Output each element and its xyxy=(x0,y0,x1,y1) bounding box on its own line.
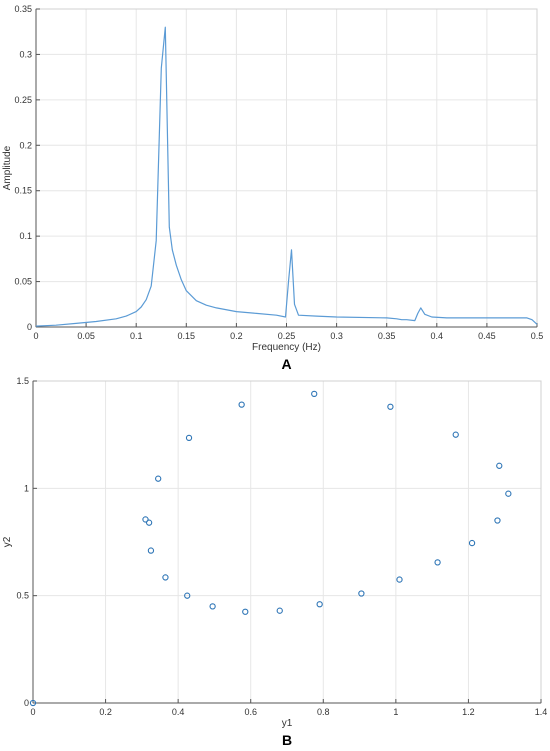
x-tick-label: 0.8 xyxy=(317,707,330,717)
x-tick-label: 1 xyxy=(393,707,398,717)
scatter-point xyxy=(452,431,459,438)
y-tick-label: 0.15 xyxy=(14,186,32,196)
y-axis-label: Amplitude xyxy=(2,145,13,190)
y-tick-label: 0.1 xyxy=(19,231,32,241)
x-tick-label: 0 xyxy=(33,331,38,341)
plot-area-border xyxy=(32,380,542,704)
panel-label: B xyxy=(282,732,292,748)
x-tick-label: 0.25 xyxy=(278,331,296,341)
scatter-point xyxy=(276,607,283,614)
y-tick-label: 1.5 xyxy=(16,376,29,386)
scatter-point xyxy=(358,590,365,597)
y-tick-label: 0.25 xyxy=(14,95,32,105)
x-tick-label: 0 xyxy=(30,707,35,717)
scatter-point xyxy=(185,434,193,442)
y-tick-label: 0 xyxy=(24,698,29,708)
x-tick-label: 0.2 xyxy=(230,331,243,341)
x-tick-label: 0.4 xyxy=(431,331,444,341)
scatter-point xyxy=(396,576,403,583)
x-tick-label: 0.15 xyxy=(178,331,196,341)
scatter-point xyxy=(29,699,37,707)
scatter-point xyxy=(238,401,245,408)
x-tick-label: 0.2 xyxy=(99,707,112,717)
y-tick-label: 0 xyxy=(27,322,32,332)
y-tick-label: 1 xyxy=(24,483,29,493)
y-tick-label: 0.5 xyxy=(16,591,29,601)
x-tick-label: 0.3 xyxy=(330,331,343,341)
x-tick-label: 0.45 xyxy=(478,331,496,341)
scatter-point xyxy=(494,517,501,524)
x-tick-label: 0.05 xyxy=(77,331,95,341)
scatter-point xyxy=(311,390,318,398)
x-axis-label: Frequency (Hz) xyxy=(252,342,321,353)
chart-b: 0 0.2 0.4 0.6 0.8 1 1.2 1.4 0 0.5 1 1.5 y1 y2 B xyxy=(2,376,548,748)
scatter-point xyxy=(242,608,249,615)
scatter-point xyxy=(316,601,323,608)
scatter-point xyxy=(387,403,394,410)
x-tick-label: 0.35 xyxy=(378,331,396,341)
scatter-point xyxy=(155,475,162,482)
scatter-point xyxy=(496,462,503,469)
scatter-point xyxy=(209,603,216,610)
scatter-point xyxy=(468,539,476,547)
y-axis-label: y2 xyxy=(2,536,13,547)
y-tick-label: 0.3 xyxy=(19,49,32,59)
scatter-point xyxy=(184,592,191,599)
scatter-point xyxy=(145,519,153,526)
x-axis-label: y1 xyxy=(282,718,293,729)
x-tick-label: 0.4 xyxy=(172,707,185,717)
scatter-point xyxy=(142,516,149,523)
x-tick-label: 1.4 xyxy=(535,707,548,717)
x-tick-label: 0.6 xyxy=(244,707,257,717)
x-tick-label: 0.5 xyxy=(531,331,544,341)
scatter-point xyxy=(505,490,512,497)
scatter-point xyxy=(162,574,169,581)
scatter-point xyxy=(434,559,441,566)
scatter-point xyxy=(147,547,155,554)
series-line xyxy=(35,26,538,327)
panel-label: A xyxy=(281,356,291,372)
y-tick-label: 0.2 xyxy=(19,140,32,150)
y-tick-label: 0.05 xyxy=(14,277,32,287)
y-tick-label: 0.35 xyxy=(14,4,32,14)
chart-a: 0 0.05 0.1 0.15 0.2 0.25 0.3 0.35 0.4 0.45 0.5 0 0.0… xyxy=(2,4,544,372)
x-tick-label: 1.2 xyxy=(462,707,475,717)
x-tick-label: 0.1 xyxy=(130,331,143,341)
